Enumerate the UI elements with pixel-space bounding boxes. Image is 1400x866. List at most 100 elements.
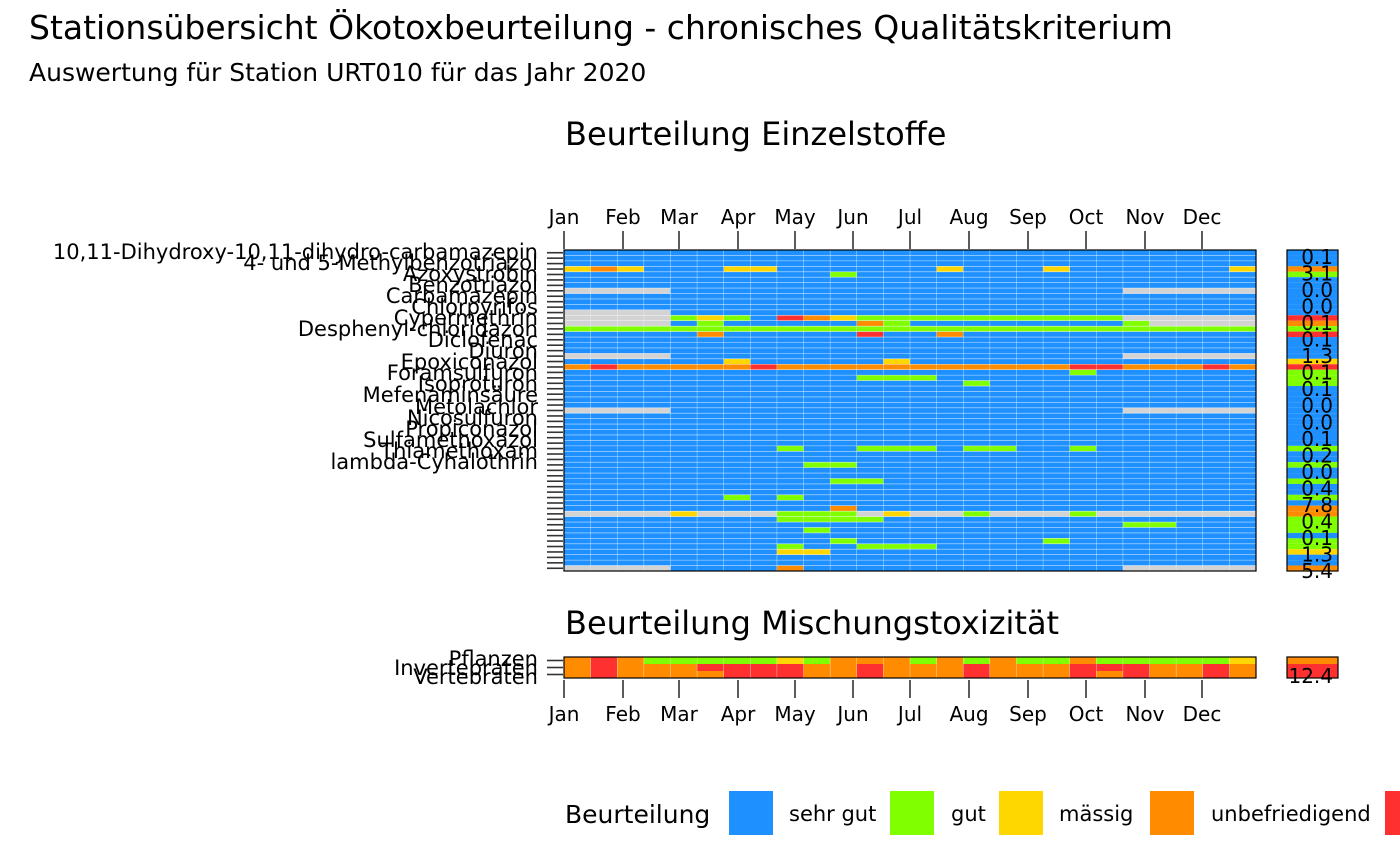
summary1-value: 0.0 [1301, 278, 1333, 302]
heatmap1-cell [564, 266, 591, 272]
heatmap-einzelstoffe-summary: 0.13.10.00.00.10.11.30.10.10.00.00.10.20… [1286, 245, 1339, 583]
summary1-value: 7.8 [1301, 493, 1333, 517]
heatmap2-cell [883, 664, 910, 671]
heatmap1-cell [643, 315, 671, 321]
heatmap1-cell [803, 527, 831, 533]
heatmap1-cell [643, 353, 671, 359]
heatmap1-cell [856, 445, 884, 452]
heatmap1-cell [883, 375, 910, 381]
legend-label: mässig [1059, 802, 1133, 826]
summary1-cell [1287, 288, 1338, 294]
page-title: Stationsübersicht Ökotoxbeurteilung - ch… [29, 8, 1173, 47]
heatmap1-cell [883, 358, 910, 365]
heatmap1-row-label: Carbamazepin [386, 284, 538, 308]
summary1-cell [1287, 396, 1338, 403]
heatmap2-cell [830, 657, 857, 664]
bottom-axis-label: Jul [896, 702, 922, 726]
summary1-cell [1287, 298, 1338, 305]
heatmap1-cell [1229, 320, 1256, 327]
heatmap1-cell [1043, 326, 1070, 332]
heatmap2-cell [590, 664, 618, 671]
heatmap1-cell [1229, 364, 1256, 370]
heatmap1-cell [1069, 369, 1097, 376]
heatmap1-cell [1202, 353, 1230, 359]
heatmap1-cell [936, 266, 964, 272]
heatmap1-cell [1096, 364, 1123, 370]
summary1-cell [1287, 543, 1338, 550]
heatmap1-cell [643, 309, 671, 316]
summary1-cell [1287, 467, 1338, 474]
summary1-value: 0.0 [1301, 460, 1333, 484]
heatmap1-cell [617, 315, 644, 321]
summary1-cell [1287, 560, 1338, 566]
heatmap1-row-label: Chlorpyrifos [411, 295, 538, 319]
summary1-cell [1287, 565, 1338, 571]
heatmap2-cell [750, 671, 777, 678]
heatmap1-cell [830, 315, 857, 321]
heatmap-mischungstoxizitaet-summary: 12.4 [1286, 656, 1339, 688]
summary1-cell [1287, 554, 1338, 561]
heatmap1-cell [776, 315, 804, 321]
heatmap1-cell [963, 364, 990, 370]
heatmap1-cell [1176, 364, 1203, 370]
summary1-value: 0.1 [1301, 245, 1333, 269]
heatmap1-cell [1149, 511, 1177, 517]
heatmap2-cell [1043, 657, 1070, 664]
heatmap1-cell [1122, 326, 1150, 332]
heatmap1-frame [563, 249, 1257, 572]
summary1-cell [1287, 429, 1338, 435]
heatmap1-cell [910, 445, 937, 452]
heatmap1-cell [883, 445, 910, 452]
heatmap1-cell [963, 315, 990, 321]
heatmap1-cell [883, 511, 910, 517]
heatmap1-cell [856, 511, 884, 517]
bottom-month-axis: Jan Feb Mar Apr May Jun Jul Aug Sep Oct Nov Dec [547, 680, 1221, 726]
heatmap-einzelstoffe-row-labels: 10,11-Dihydroxy-10,11-dihydro-carbamazep… [53, 240, 563, 570]
heatmap2-cell [1069, 664, 1097, 671]
summary2-cell [1287, 664, 1338, 671]
heatmap2-cell [776, 657, 804, 664]
heatmap2-title: Beurteilung Mischungstoxizität [565, 604, 1059, 642]
summary1-cell [1287, 282, 1338, 289]
heatmap-einzelstoffe [563, 249, 1257, 572]
heatmap1-cell [564, 288, 591, 294]
legend-key-sehr-gut [729, 791, 773, 835]
summary1-frame [1286, 249, 1339, 572]
heatmap2-cell [803, 671, 831, 678]
heatmap1-cell [590, 565, 618, 571]
heatmap1-cell [776, 494, 804, 501]
summary1-cell [1287, 445, 1338, 452]
heatmap1-cell [1202, 364, 1230, 370]
heatmap1-cell [723, 315, 751, 321]
heatmap2-cell [1043, 664, 1070, 671]
bottom-axis-label: Aug [949, 702, 988, 726]
heatmap1-cell [1176, 407, 1203, 414]
top-axis-label: Oct [1069, 205, 1104, 229]
heatmap1-cell [564, 320, 591, 327]
heatmap2-cell [1096, 671, 1123, 678]
heatmap1-cell [910, 315, 937, 321]
heatmap1-cell [936, 364, 964, 370]
summary1-cell [1287, 407, 1338, 414]
heatmap1-cell [910, 511, 937, 517]
heatmap1-cell [883, 320, 910, 327]
summary1-cell [1287, 451, 1338, 457]
heatmap2-cell [803, 664, 831, 671]
top-month-axis: Jan Feb Mar Apr May Jun Jul Aug Sep Oct Nov Dec [547, 205, 1221, 249]
top-axis-label: Nov [1125, 205, 1164, 229]
heatmap1-cell [1122, 565, 1150, 571]
heatmap1-cell [776, 549, 804, 555]
summary1-cell [1287, 326, 1338, 332]
legend-key-unbefriedigend [1150, 791, 1194, 835]
heatmap1-cell [776, 364, 804, 370]
summary1-cell [1287, 260, 1338, 267]
heatmap2-cell [1122, 657, 1150, 664]
summary1-cell [1287, 380, 1338, 387]
heatmap1-cell [830, 271, 857, 278]
heatmap1-cell [830, 538, 857, 544]
heatmap1-cell [643, 326, 671, 332]
summary1-cell [1287, 331, 1338, 338]
heatmap2-cell [1069, 657, 1097, 664]
heatmap1-cell [723, 326, 751, 332]
